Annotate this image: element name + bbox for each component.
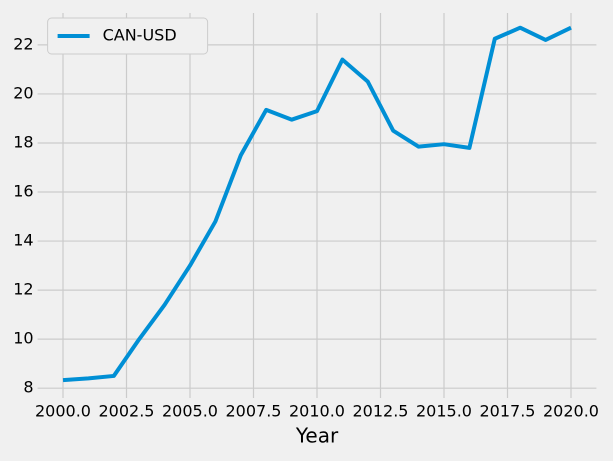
x-tick-label: 2007.5 <box>226 402 282 421</box>
data-line <box>62 25 572 383</box>
x-tick-label: 2000.0 <box>35 402 91 421</box>
x-tick-label: 2002.5 <box>99 402 155 421</box>
x-axis-label: Year <box>295 424 339 448</box>
y-tick-label: 8 <box>23 378 33 397</box>
y-tick-label: 20 <box>13 83 33 102</box>
y-tick-label: 22 <box>13 34 33 53</box>
y-tick-label: 12 <box>13 280 33 299</box>
y-tick-label: 16 <box>13 182 33 201</box>
legend-label: CAN-USD <box>103 26 177 45</box>
x-tick-label: 2005.0 <box>162 402 218 421</box>
x-tick-label: 2015.0 <box>416 402 472 421</box>
x-tick-label: 2010.0 <box>289 402 345 421</box>
legend-box <box>47 17 209 55</box>
x-tick-label: 2017.5 <box>480 402 536 421</box>
x-tick-label: 2020.0 <box>543 402 599 421</box>
x-tick-label: 2012.5 <box>353 402 409 421</box>
y-tick-label: 14 <box>13 231 33 250</box>
y-tick-label: 10 <box>13 329 33 348</box>
y-tick-label: 18 <box>13 132 33 151</box>
